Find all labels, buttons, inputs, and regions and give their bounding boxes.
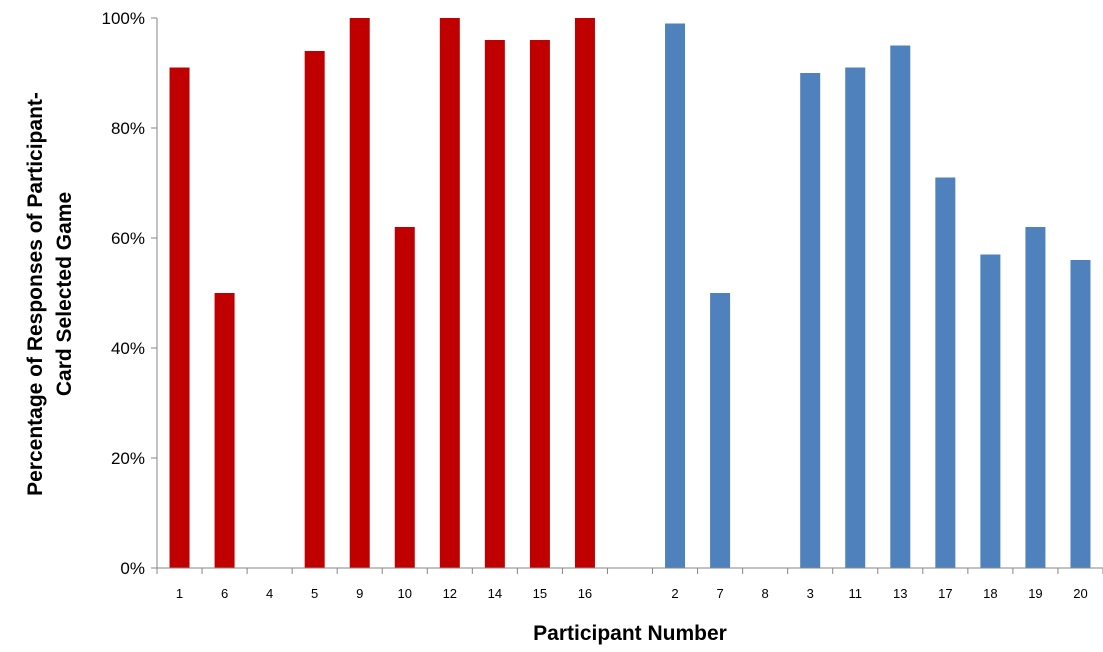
bar-participant-10: [394, 227, 415, 568]
x-tick-label: 4: [266, 586, 273, 601]
bar-participant-11: [845, 67, 866, 568]
x-tick-label: 17: [938, 586, 952, 601]
x-tick-label: 9: [356, 586, 363, 601]
bars: [169, 18, 1091, 568]
bar-participant-15: [529, 40, 550, 568]
bar-participant-3: [800, 73, 821, 568]
x-tick-label: 1: [176, 586, 183, 601]
bar-participant-2: [665, 23, 686, 568]
x-tick-label: 2: [671, 586, 678, 601]
y-tick-label: 40%: [111, 339, 145, 358]
bar-participant-9: [349, 18, 370, 568]
bar-participant-18: [980, 254, 1001, 568]
y-axis-title-line-2: Card Selected Game: [53, 192, 76, 396]
bar-participant-13: [890, 45, 911, 568]
bar-participant-6: [214, 293, 235, 568]
y-tick-label: 0%: [120, 559, 145, 578]
x-tick-label: 11: [848, 586, 862, 601]
x-tick-label: 7: [716, 586, 723, 601]
x-tick-label: 3: [807, 586, 814, 601]
bar-participant-5: [304, 51, 325, 568]
x-tick-label: 20: [1073, 586, 1087, 601]
x-tick-label: 19: [1028, 586, 1042, 601]
bar-participant-19: [1025, 227, 1046, 568]
y-tick-label: 80%: [111, 119, 145, 138]
bar-participant-17: [935, 177, 956, 568]
x-tick-label: 5: [311, 586, 318, 601]
x-tick-label: 14: [488, 586, 502, 601]
y-tick-label: 20%: [111, 449, 145, 468]
x-tick-label: 15: [533, 586, 547, 601]
x-tick-label: 10: [398, 586, 412, 601]
y-tick-label: 100%: [102, 9, 145, 28]
x-tick-label: 12: [443, 586, 457, 601]
y-axis-title-line-1: Percentage of Responses of Participant-: [24, 92, 47, 496]
x-tick-label: 18: [983, 586, 997, 601]
bar-participant-14: [484, 40, 505, 568]
x-tick-label: 13: [893, 586, 907, 601]
bar-participant-7: [710, 293, 731, 568]
bar-participant-16: [574, 18, 595, 568]
x-tick-label: 16: [578, 586, 592, 601]
bar-participant-1: [169, 67, 190, 568]
x-tick-label: 6: [221, 586, 228, 601]
y-tick-label: 60%: [111, 229, 145, 248]
bar-participant-12: [439, 18, 460, 568]
x-tick-label: 8: [762, 586, 769, 601]
y-axis-ticks: 0% 20% 40% 60% 80% 100%: [102, 9, 157, 578]
bar-participant-20: [1070, 260, 1091, 568]
x-axis-ticks: 1 6 4 5 9 10 12 14 15 16 2 7 8 3 11 13 17 18 19 20: [156, 568, 1103, 601]
x-axis-title: Participant Number: [533, 622, 727, 645]
